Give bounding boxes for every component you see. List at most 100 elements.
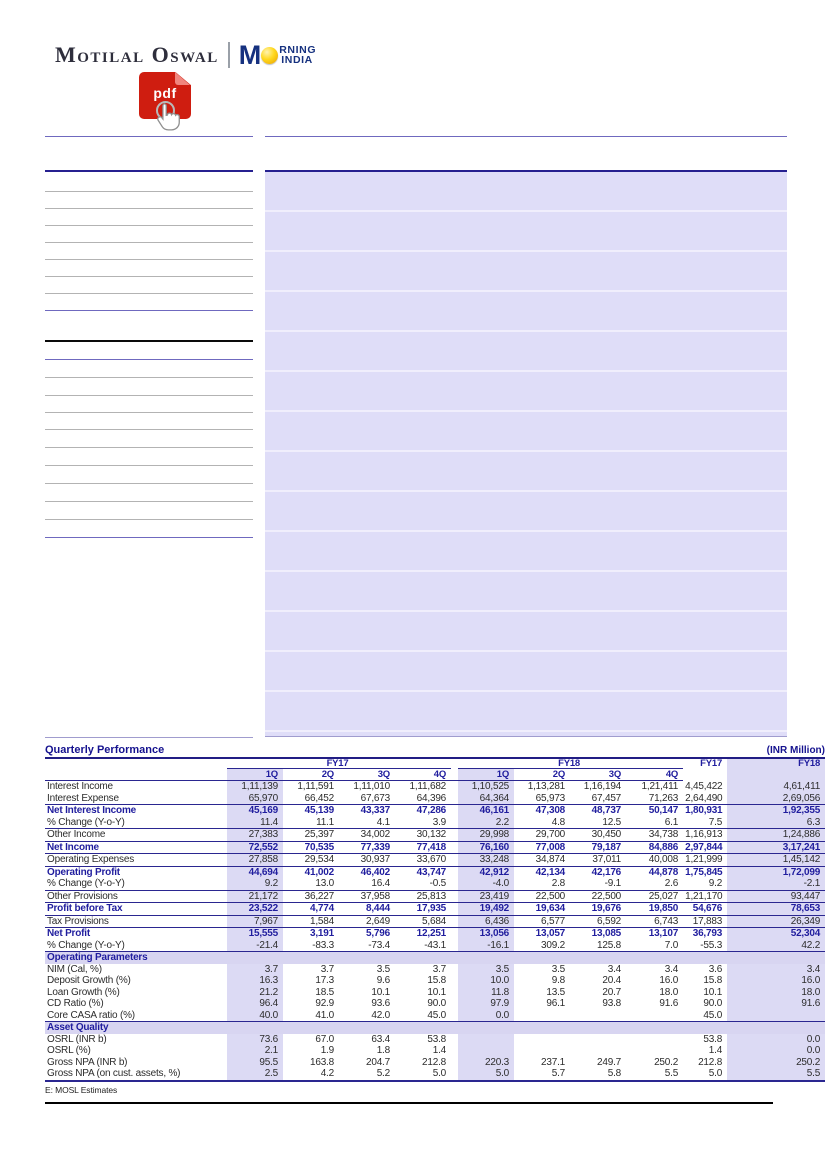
value-cell: 21.2	[227, 986, 283, 998]
value-cell: 3.4	[607, 963, 622, 975]
value-cell: 45.0	[703, 1009, 723, 1021]
table-row: Interest Expense 65,970 66,452 67,673 64,396…	[45, 792, 826, 805]
rule-line	[45, 136, 253, 137]
value-cell: 53.8	[703, 1033, 723, 1045]
table-footnote: E: MOSL Estimates	[45, 1084, 118, 1095]
value-cell: 30,132	[395, 828, 452, 841]
value-cell: 25,813	[395, 889, 452, 903]
rule-line	[45, 412, 253, 413]
value-cell: 1,72,099	[727, 865, 826, 878]
value-cell: 97.9	[458, 998, 515, 1010]
value-cell: 23,419	[458, 889, 515, 903]
value-cell: 27,383	[227, 828, 283, 841]
value-cell: 21,172	[227, 889, 283, 903]
value-cell: 10.1	[703, 986, 723, 998]
value-cell: 91.6	[727, 998, 826, 1010]
value-cell: 36,227	[283, 889, 339, 903]
value-cell: 2,69,056	[727, 792, 826, 805]
content-placeholder-box	[265, 172, 787, 736]
gap-cell	[451, 927, 459, 940]
value-cell: 15,555	[227, 927, 283, 940]
table-row: Gross NPA (on cust. assets, %) 2.5 4.2 5.2 5…	[45, 1068, 826, 1081]
gap-cell	[451, 840, 459, 854]
value-cell: 10.1	[371, 986, 390, 998]
value-cell: 96.4	[227, 998, 283, 1010]
table-row: Gross NPA (INR b) 95.5 163.8 204.7 212.8 220.…	[45, 1056, 826, 1068]
value-cell	[626, 1045, 683, 1057]
value-cell: 7.0	[664, 939, 679, 951]
value-cell: 13.5	[546, 986, 566, 998]
value-cell: 42,912	[458, 865, 515, 878]
value-cell: 11.4	[227, 816, 283, 829]
gap-cell	[451, 804, 459, 817]
value-cell: 72,552	[227, 840, 283, 854]
value-cell: 19,850	[626, 902, 684, 915]
rule-line	[45, 242, 253, 243]
value-cell: 67,457	[591, 792, 622, 804]
value-cell: 46,402	[339, 865, 395, 878]
value-cell: 63.4	[371, 1033, 390, 1045]
value-cell: 95.5	[227, 1056, 283, 1068]
value-cell: 13,085	[570, 927, 627, 940]
table-header-bar: Quarterly Performance (INR Million)	[45, 744, 825, 759]
value-cell: 1,92,355	[727, 804, 826, 817]
value-cell: -83.3	[312, 939, 334, 951]
value-cell: 1,16,194	[583, 781, 622, 792]
rule-line	[45, 465, 253, 466]
table-row: % Change (Y-o-Y) -21.4 -83.3 -73.4 -43.1 -16.…	[45, 939, 826, 952]
value-cell: 1.4	[708, 1045, 723, 1056]
table-row: Core CASA ratio (%) 40.0 41.0 42.0 45.0 0.0 45…	[45, 1009, 826, 1022]
row-label: Net Income	[45, 840, 227, 854]
value-cell: 5.5	[727, 1068, 826, 1081]
value-cell: 79,187	[570, 840, 627, 854]
value-cell: 2.8	[551, 878, 566, 889]
value-cell: 67,673	[360, 792, 391, 804]
value-cell: 1,11,010	[353, 781, 390, 792]
value-cell: 6,577	[514, 914, 571, 928]
table-group-header-row: FY17 FY18 FY17 FY18	[45, 759, 826, 769]
value-cell: 17.3	[315, 975, 334, 986]
value-cell	[458, 1045, 515, 1057]
value-cell: 45,169	[227, 804, 283, 817]
table-row: Loan Growth (%) 21.2 18.5 10.1 10.1 11.8 13.5 2…	[45, 986, 826, 998]
gap-cell	[451, 768, 459, 781]
rule-line	[45, 259, 253, 260]
row-label: Interest Income	[47, 781, 113, 792]
value-cell: 9.2	[227, 878, 283, 890]
gap-cell	[451, 1010, 458, 1022]
gap-cell	[451, 878, 458, 890]
rule-line	[265, 736, 787, 737]
table-row: Asset Quality	[45, 1021, 826, 1034]
rule-line	[45, 395, 253, 396]
value-cell: 204.7	[365, 1056, 390, 1068]
fy17-annual-blank	[683, 769, 727, 781]
value-cell: 1,80,931	[683, 804, 728, 817]
value-cell: 52,304	[727, 927, 826, 940]
value-cell: -16.1	[458, 939, 515, 952]
value-cell: 20.4	[602, 975, 622, 986]
value-cell: 66,452	[304, 792, 335, 804]
value-cell: 16.4	[371, 878, 390, 889]
row-label: Gross NPA (on cust. assets, %)	[47, 1068, 181, 1079]
fy17-group-header: FY17	[227, 759, 452, 769]
rule-line	[45, 377, 253, 378]
value-cell: 8,444	[339, 902, 395, 915]
rule-line	[45, 170, 253, 172]
value-cell: 18.0	[727, 986, 826, 998]
value-cell: 42.2	[727, 939, 826, 952]
value-cell: 3.5	[551, 963, 566, 975]
row-label: OSRL (INR b)	[47, 1033, 107, 1045]
value-cell: 1,21,999	[683, 853, 728, 866]
rule-line	[45, 537, 253, 538]
value-cell: 54,676	[683, 902, 728, 915]
table-row: Tax Provisions 7,967 1,584 2,649 5,684 6,436 6…	[45, 914, 826, 928]
motilal-oswal-wordmark: Motilal Oswal	[55, 42, 219, 67]
table-row: Other Provisions 21,172 36,227 37,958 25,813…	[45, 889, 826, 903]
quarter-header: 4Q	[395, 768, 452, 781]
table-row: Profit before Tax 23,522 4,774 8,444 17,935 1…	[45, 902, 826, 915]
gap-cell	[451, 902, 459, 915]
value-cell: 3.4	[727, 963, 826, 975]
gap-cell	[451, 975, 458, 987]
quarter-header: 2Q	[514, 768, 571, 781]
value-cell: 45,139	[283, 804, 339, 817]
